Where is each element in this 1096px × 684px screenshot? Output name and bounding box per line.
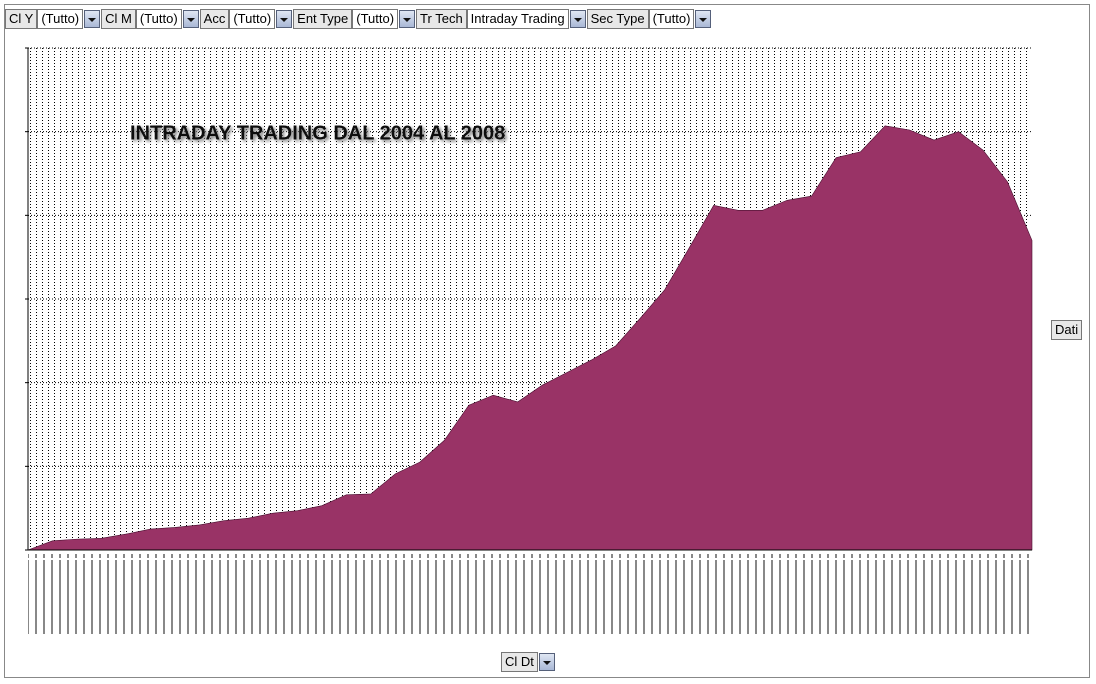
page-field: Acc (Tutto) [199, 9, 293, 29]
pivot-chart-area [4, 4, 1090, 678]
x-axis-labels-dense [28, 554, 1032, 634]
field-button[interactable]: Cl Y [5, 9, 38, 29]
field-value: (Tutto) [229, 9, 276, 29]
dropdown-arrow[interactable] [569, 10, 586, 28]
dropdown-arrow[interactable] [399, 10, 416, 28]
page-field-bar: Cl Y (Tutto) Cl M (Tutto) Acc (Tutto) Ent Type… [5, 9, 712, 29]
field-button[interactable]: Sec Type [586, 9, 649, 29]
field-value: (Tutto) [37, 9, 84, 29]
field-button[interactable]: Tr Tech [416, 9, 467, 29]
page-field: Tr Tech Intraday Trading [416, 9, 586, 29]
field-value: (Tutto) [135, 9, 182, 29]
chart-title: INTRADAY TRADING DAL 2004 AL 2008 [130, 122, 505, 144]
dropdown-arrow[interactable] [182, 10, 199, 28]
dropdown-arrow[interactable] [276, 10, 293, 28]
page-field: Cl M (Tutto) [101, 9, 199, 29]
dropdown-arrow[interactable] [538, 653, 555, 671]
category-field: Cl Dt [501, 652, 555, 672]
field-button[interactable]: Acc [199, 9, 230, 29]
area [27, 125, 1033, 551]
field-button[interactable]: Cl M [101, 9, 136, 29]
category-field-button[interactable]: Cl Dt [501, 652, 538, 672]
data-field-button[interactable]: Dati [1051, 320, 1083, 340]
field-value: (Tutto) [352, 9, 399, 29]
page-field: Sec Type (Tutto) [586, 9, 712, 29]
dropdown-arrow[interactable] [84, 10, 101, 28]
field-value: (Tutto) [648, 9, 695, 29]
dropdown-arrow[interactable] [695, 10, 712, 28]
page-field: Cl Y (Tutto) [5, 9, 101, 29]
field-button[interactable]: Ent Type [293, 9, 353, 29]
page-field: Ent Type (Tutto) [293, 9, 416, 29]
field-value: Intraday Trading [466, 9, 569, 29]
